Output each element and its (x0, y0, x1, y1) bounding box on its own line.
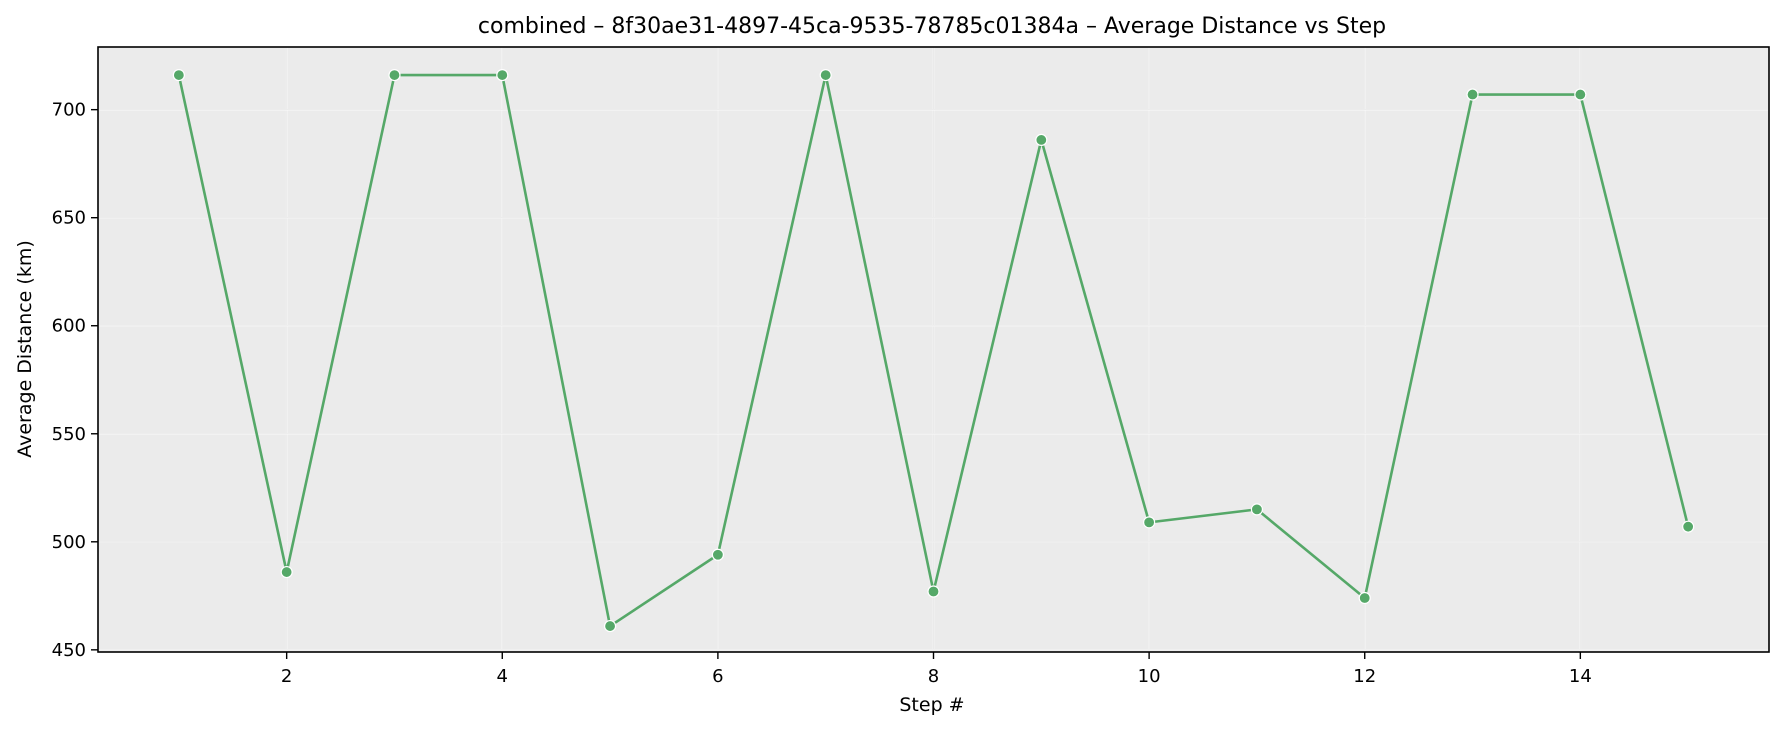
data-point (172, 68, 185, 82)
x-tick-label: 14 (1569, 666, 1592, 687)
x-tick-label: 2 (281, 666, 292, 687)
x-tick-label: 6 (712, 666, 723, 687)
x-tick-label: 8 (928, 666, 939, 687)
data-point (1035, 133, 1048, 147)
y-tick-label: 550 (52, 424, 86, 445)
x-tick-label: 12 (1353, 666, 1376, 687)
y-tick-label: 450 (52, 640, 86, 661)
grid-layer (98, 47, 1769, 652)
x-tick-label: 4 (497, 666, 508, 687)
tick-layer: 2 4 6 8 10 12 14 450 500 550 600 650 700 (52, 100, 1592, 687)
x-tick-label: 10 (1138, 666, 1161, 687)
data-point (1574, 88, 1587, 101)
y-tick-label: 500 (52, 532, 86, 553)
data-point (927, 585, 940, 598)
y-tick-label: 650 (52, 208, 86, 229)
data-point (1466, 88, 1479, 101)
data-point (819, 68, 832, 82)
series-layer (172, 68, 1695, 633)
data-point (1250, 503, 1264, 516)
data-point (388, 68, 401, 82)
data-point (1682, 520, 1695, 533)
data-point (1358, 591, 1371, 605)
data-point (280, 565, 293, 579)
chart-title: combined – 8f30ae31-4897-45ca-9535-78785… (478, 14, 1386, 39)
y-tick-label: 600 (52, 316, 86, 337)
x-axis-title: Step # (899, 694, 964, 716)
data-point (496, 68, 509, 82)
y-tick-label: 700 (52, 100, 86, 121)
data-point (711, 548, 724, 561)
data-point (1143, 516, 1156, 529)
data-point (603, 619, 617, 633)
y-axis-title: Average Distance (km) (14, 240, 36, 458)
